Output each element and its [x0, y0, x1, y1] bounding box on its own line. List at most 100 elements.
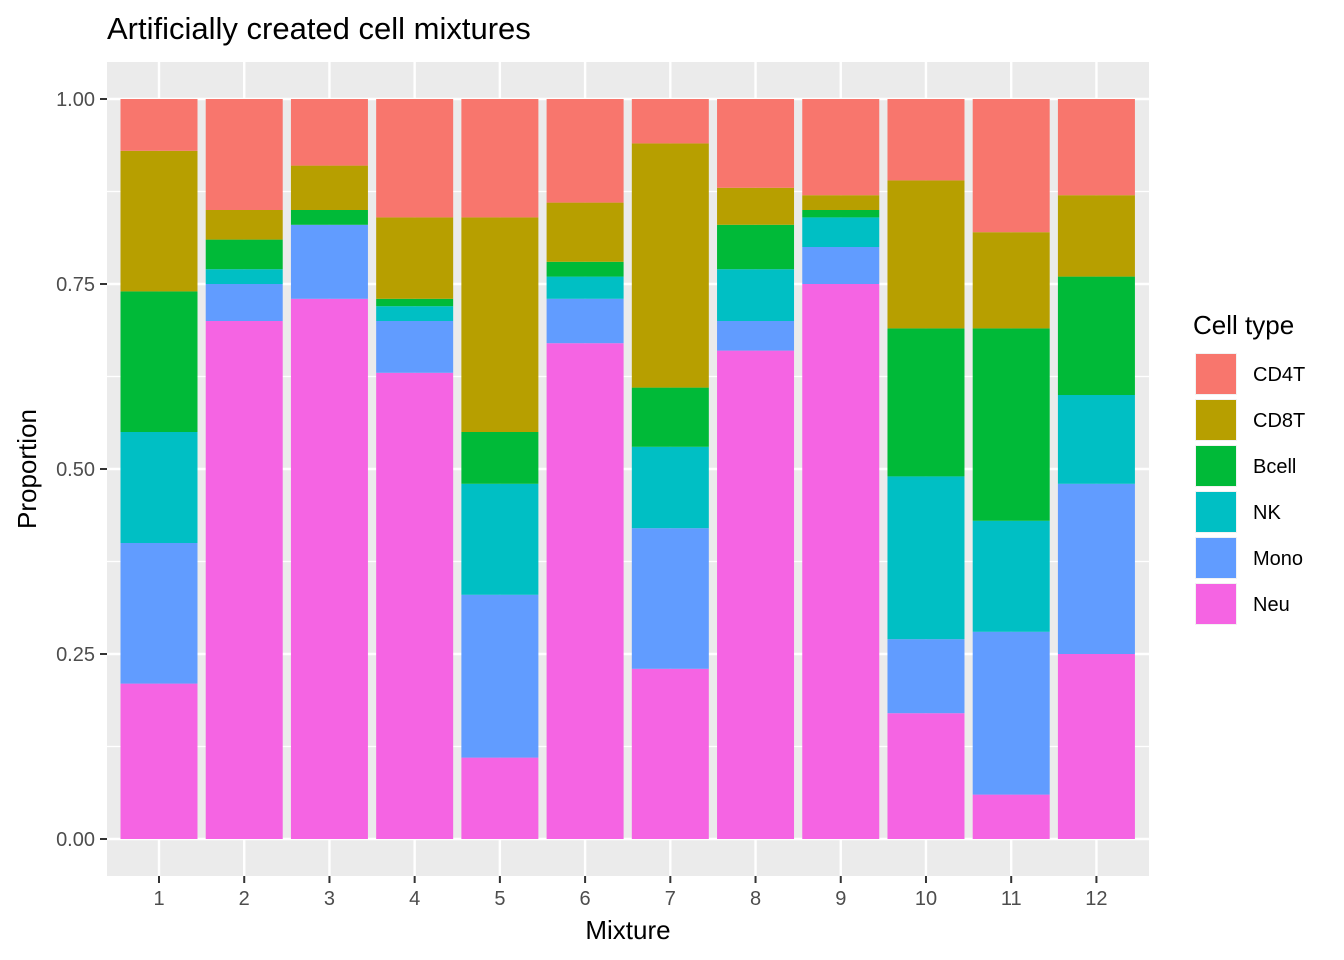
x-tick-label: 12 — [1085, 888, 1107, 910]
x-tick-label: 8 — [750, 888, 761, 910]
x-tick-label: 3 — [324, 888, 335, 910]
legend-key-mono — [1196, 538, 1236, 578]
legend-key-nk — [1196, 492, 1236, 532]
bar-segment-cd8t-2 — [205, 210, 283, 240]
y-axis: 0.00 0.25 0.50 0.75 1.00 — [56, 89, 107, 851]
bar-segment-cd4t-9 — [802, 99, 880, 196]
bar-segment-mono-12 — [1057, 483, 1135, 654]
x-tick-label: 4 — [409, 888, 420, 910]
x-tick-label: 9 — [835, 888, 846, 910]
bar-segment-bcell-3 — [290, 210, 368, 225]
legend-key-neu — [1196, 584, 1236, 624]
x-tick-label: 6 — [580, 888, 591, 910]
bar-segment-cd4t-10 — [887, 99, 965, 181]
x-tick-label: 11 — [1001, 888, 1022, 910]
bar-segment-mono-7 — [631, 528, 709, 669]
bar-segment-cd4t-8 — [717, 99, 795, 188]
bar-segment-bcell-10 — [887, 328, 965, 477]
bar-segment-neu-11 — [972, 794, 1050, 839]
bar-segment-cd4t-12 — [1057, 99, 1135, 196]
bar-segment-mono-4 — [376, 321, 454, 373]
bar-segment-neu-5 — [461, 757, 539, 839]
legend-label: Bcell — [1253, 456, 1296, 478]
bar-segment-nk-7 — [631, 446, 709, 529]
bar-segment-nk-9 — [802, 217, 880, 247]
y-tick-label: 0.25 — [56, 644, 95, 666]
bar-segment-cd4t-2 — [205, 99, 283, 210]
bar-segment-bcell-12 — [1057, 276, 1135, 395]
bar-segment-mono-8 — [717, 321, 795, 351]
legend-key-cd4t — [1196, 354, 1236, 394]
bar-segment-neu-4 — [376, 372, 454, 839]
chart-title: Artificially created cell mixtures — [107, 11, 531, 46]
bar-segment-neu-3 — [290, 298, 368, 839]
bar-segment-neu-8 — [717, 350, 795, 839]
bar-segment-nk-4 — [376, 306, 454, 321]
bar-segment-neu-7 — [631, 668, 709, 839]
bar-segment-nk-5 — [461, 483, 539, 595]
bar-segment-mono-9 — [802, 247, 880, 284]
bar-segment-nk-2 — [205, 269, 283, 284]
bar-segment-bcell-6 — [546, 261, 624, 277]
bar-segment-cd8t-10 — [887, 180, 965, 329]
bar-segment-cd4t-1 — [120, 99, 198, 151]
bar-segment-cd8t-4 — [376, 217, 454, 299]
bar-segment-cd4t-3 — [290, 99, 368, 166]
bar-segment-mono-2 — [205, 284, 283, 321]
x-tick-label: 7 — [665, 888, 676, 910]
bar-segment-bcell-8 — [717, 224, 795, 270]
legend-title: Cell type — [1193, 310, 1294, 340]
bar-segment-mono-1 — [120, 543, 198, 684]
bar-segment-neu-2 — [205, 321, 283, 839]
bar-segment-nk-10 — [887, 476, 965, 640]
x-tick-label: 10 — [915, 888, 937, 910]
bar-segment-bcell-5 — [461, 432, 539, 484]
x-tick-label: 5 — [494, 888, 505, 910]
bar-segment-nk-1 — [120, 432, 198, 543]
bar-segment-mono-11 — [972, 631, 1050, 795]
bar-segment-cd8t-12 — [1057, 195, 1135, 277]
bar-segment-cd4t-6 — [546, 99, 624, 203]
bar-segment-neu-1 — [120, 683, 198, 839]
y-tick-label: 1.00 — [56, 89, 95, 111]
legend-key-cd8t — [1196, 400, 1236, 440]
bar-segment-mono-6 — [546, 298, 624, 344]
bar-segment-cd4t-5 — [461, 99, 539, 218]
x-tick-label: 2 — [239, 888, 250, 910]
bar-segment-cd8t-5 — [461, 217, 539, 432]
bar-segment-mono-3 — [290, 224, 368, 299]
bar-segment-cd4t-4 — [376, 99, 454, 218]
legend-label: NK — [1253, 502, 1281, 524]
bar-segment-nk-12 — [1057, 395, 1135, 484]
bar-segment-cd8t-1 — [120, 150, 198, 292]
bars — [120, 99, 1135, 839]
bar-segment-neu-6 — [546, 343, 624, 839]
x-axis-title: Mixture — [585, 915, 670, 945]
bar-segment-bcell-7 — [631, 387, 709, 447]
bar-segment-mono-5 — [461, 594, 539, 758]
bar-segment-cd8t-11 — [972, 232, 1050, 329]
y-axis-title: Proportion — [12, 409, 42, 529]
y-tick-label: 0.50 — [56, 459, 95, 481]
bar-segment-cd8t-6 — [546, 202, 624, 262]
x-tick-label: 1 — [153, 888, 164, 910]
legend-label: Mono — [1253, 548, 1303, 570]
bar-segment-neu-9 — [802, 284, 880, 839]
bar-segment-nk-11 — [972, 520, 1050, 632]
bar-segment-mono-10 — [887, 639, 965, 714]
bar-segment-bcell-2 — [205, 239, 283, 270]
bar-segment-cd8t-3 — [290, 165, 368, 210]
y-tick-label: 0.00 — [56, 829, 95, 851]
bar-segment-nk-6 — [546, 276, 624, 299]
bar-segment-cd4t-7 — [631, 99, 709, 144]
bar-segment-bcell-11 — [972, 328, 1050, 521]
legend-key-bcell — [1196, 446, 1236, 486]
bar-segment-bcell-9 — [802, 210, 880, 218]
bar-segment-cd8t-8 — [717, 187, 795, 225]
bar-segment-cd8t-9 — [802, 195, 880, 210]
bar-segment-nk-8 — [717, 269, 795, 321]
legend-label: Neu — [1253, 594, 1290, 616]
bar-segment-cd4t-11 — [972, 99, 1050, 233]
bar-segment-cd8t-7 — [631, 143, 709, 388]
